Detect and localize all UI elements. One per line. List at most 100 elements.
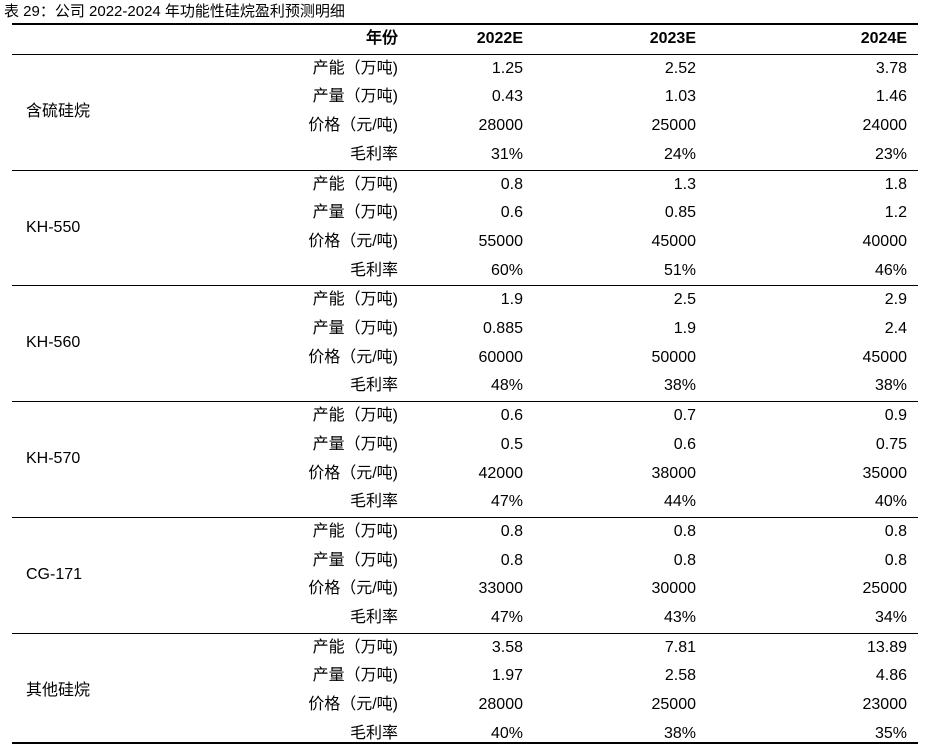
table-row: 毛利率 48% 38% 38% — [12, 372, 918, 402]
value-cell: 51% — [663, 261, 696, 279]
table-row: 产量（万吨) 0.885 1.9 2.4 — [12, 315, 918, 344]
metric-label: 价格（元/吨) — [308, 696, 398, 714]
metric-label: 毛利率 — [349, 145, 398, 163]
product-name: KH-550 — [26, 218, 81, 236]
table-row: CG-171 产能（万吨) 0.8 0.8 0.8 — [12, 517, 918, 583]
value-cell: 47% — [490, 609, 523, 627]
metric-label: 产量（万吨) — [312, 435, 398, 453]
bottom-rule — [12, 742, 918, 744]
product-name: 含硫硅烷 — [26, 102, 91, 120]
value-cell: 60% — [490, 261, 523, 279]
product-name: CG-171 — [26, 566, 83, 583]
table-row: 产量（万吨) 0.6 0.85 1.2 — [12, 199, 918, 228]
metric-label: 毛利率 — [349, 724, 398, 742]
table-row: 毛利率 47% 43% 34% — [12, 604, 918, 634]
value-cell: 0.8 — [884, 522, 907, 540]
table-row: 毛利率 40% 38% 35% — [12, 720, 918, 749]
value-cell: 1.46 — [875, 88, 907, 106]
value-cell: 3.58 — [491, 638, 523, 656]
value-cell: 47% — [490, 493, 523, 511]
metric-label: 产量（万吨) — [312, 204, 398, 222]
value-cell: 55000 — [478, 232, 524, 250]
value-cell: 60000 — [478, 348, 524, 366]
table-row: 产量（万吨) 1.97 2.58 4.86 — [12, 662, 918, 691]
value-cell: 0.9 — [884, 407, 907, 425]
value-cell: 23000 — [862, 696, 908, 714]
value-cell: 35000 — [862, 464, 908, 482]
table-row: 价格（元/吨) 55000 45000 40000 — [12, 228, 918, 257]
value-cell: 24% — [663, 145, 696, 163]
table-caption: 表 29：公司 2022-2024 年功能性硅烷盈利预测明细 — [4, 3, 345, 20]
table-row: KH-570 产能（万吨) 0.6 0.7 0.9 — [12, 402, 918, 467]
value-cell: 23% — [874, 145, 907, 163]
metric-label: 价格（元/吨) — [308, 232, 398, 250]
value-cell: 1.9 — [673, 320, 696, 338]
value-cell: 1.8 — [884, 175, 907, 193]
value-cell: 0.8 — [673, 522, 696, 540]
metric-label: 价格（元/吨) — [308, 117, 398, 135]
value-cell: 28000 — [478, 117, 524, 135]
metric-label: 产量（万吨) — [312, 88, 398, 106]
table-row: 价格（元/吨) 28000 25000 24000 — [12, 112, 918, 141]
value-cell: 45000 — [651, 232, 697, 250]
value-cell: 31% — [490, 145, 523, 163]
value-cell: 1.97 — [491, 667, 523, 685]
table-row: 产量（万吨) 0.8 0.8 0.8 — [12, 547, 918, 576]
value-cell: 0.6 — [500, 204, 523, 222]
table-row: 价格（元/吨) 33000 30000 25000 — [12, 575, 918, 604]
table-body: 含硫硅烷 产能（万吨) 1.25 2.52 3.78 产量（万吨) 0.43 1.03 1.46… — [12, 54, 918, 748]
table-row: KH-550 产能（万吨) 0.8 1.3 1.8 — [12, 170, 918, 236]
value-cell: 40% — [490, 724, 523, 742]
metric-label: 毛利率 — [349, 261, 398, 279]
value-cell: 0.8 — [500, 175, 523, 193]
value-cell: 38% — [663, 377, 696, 395]
value-cell: 42000 — [478, 464, 524, 482]
header-blank-cell — [12, 25, 187, 54]
value-cell: 30000 — [651, 580, 697, 598]
table-row: 价格（元/吨) 28000 25000 23000 — [12, 691, 918, 720]
table-row: 毛利率 60% 51% 46% — [12, 257, 918, 286]
value-cell: 0.6 — [673, 435, 696, 453]
value-cell: 2.9 — [884, 291, 907, 309]
value-cell: 38000 — [651, 464, 697, 482]
table-row: 含硫硅烷 产能（万吨) 1.25 2.52 3.78 — [12, 54, 918, 120]
value-cell: 34% — [874, 609, 907, 627]
metric-label: 产能（万吨) — [312, 522, 398, 540]
value-cell: 0.85 — [664, 204, 696, 222]
metric-label: 价格（元/吨) — [308, 464, 398, 482]
metric-label: 产能（万吨) — [312, 59, 398, 77]
value-cell: 24000 — [862, 117, 908, 135]
metric-label: 产能（万吨) — [312, 291, 398, 309]
value-cell: 1.3 — [673, 175, 696, 193]
value-cell: 40000 — [862, 232, 908, 250]
value-cell: 2.52 — [664, 59, 696, 77]
value-cell: 3.78 — [875, 59, 907, 77]
metric-label: 产能（万吨) — [312, 175, 398, 193]
header-year: 2022E — [476, 30, 523, 47]
table-row: KH-560 产能（万吨) 1.9 2.5 2.9 — [12, 286, 918, 351]
value-cell: 2.58 — [664, 667, 696, 685]
metric-label: 毛利率 — [349, 377, 398, 395]
metric-label: 产能（万吨) — [312, 407, 398, 425]
value-cell: 1.2 — [884, 204, 907, 222]
product-name: KH-570 — [26, 450, 81, 468]
value-cell: 28000 — [478, 696, 524, 714]
value-cell: 25000 — [651, 696, 697, 714]
value-cell: 50000 — [651, 348, 697, 366]
table-row: 产量（万吨) 0.43 1.03 1.46 — [12, 83, 918, 112]
metric-label: 价格（元/吨) — [308, 348, 398, 366]
value-cell: 2.4 — [884, 320, 907, 338]
metric-label: 价格（元/吨) — [308, 580, 398, 598]
product-name: 其他硅烷 — [26, 681, 91, 699]
value-cell: 0.75 — [875, 435, 907, 453]
metric-label: 产量（万吨) — [312, 551, 398, 569]
top-rule — [12, 23, 918, 25]
value-cell: 40% — [874, 493, 907, 511]
value-cell: 0.8 — [500, 551, 523, 569]
value-cell: 44% — [663, 493, 696, 511]
value-cell: 1.03 — [664, 88, 696, 106]
header-year: 2024E — [860, 30, 907, 47]
table-row: 毛利率 47% 44% 40% — [12, 488, 918, 518]
value-cell: 45000 — [862, 348, 908, 366]
value-cell: 33000 — [478, 580, 524, 598]
